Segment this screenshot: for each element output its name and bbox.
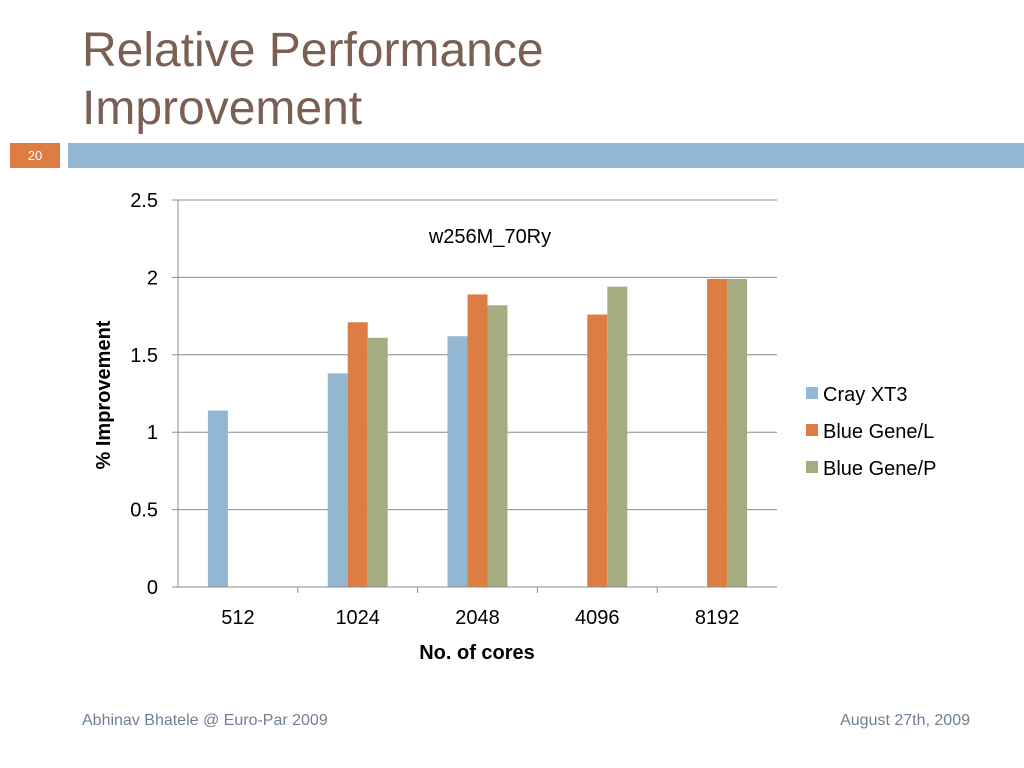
chart-title: w256M_70Ry (428, 226, 551, 248)
bar (607, 286, 628, 587)
bar (367, 337, 388, 587)
legend-label: Cray XT3 (823, 384, 907, 406)
x-tick-label: 4096 (575, 607, 620, 629)
axes: 0 0.5 1 1.5 2 2.5 512 1024 2048 4096 8192 (130, 190, 777, 629)
footer-date: August 27th, 2009 (840, 712, 970, 729)
footer-presenter: Abhinav Bhatele @ Euro-Par 2009 (82, 712, 328, 729)
x-tick-label: 2048 (455, 607, 500, 629)
y-tick-label: 2.5 (130, 190, 158, 212)
legend-swatch (806, 461, 818, 473)
bar (487, 305, 508, 587)
y-axis-title: % Improvement (93, 320, 115, 469)
y-tick-label: 0 (147, 577, 158, 599)
bar (347, 322, 368, 587)
slide-title-line-1: Relative Performance (82, 24, 544, 77)
y-tick-label: 0.5 (130, 500, 158, 522)
bar (327, 373, 348, 587)
x-tick-label: 1024 (335, 607, 380, 629)
legend-label: Blue Gene/P (823, 458, 936, 480)
x-axis-title: No. of cores (419, 642, 535, 664)
bar (207, 410, 228, 587)
title-accent-bar (68, 143, 1024, 168)
bar (707, 278, 728, 587)
bar (447, 336, 468, 587)
bar-chart: 0 0.5 1 1.5 2 2.5 512 1024 2048 4096 8192 w256M_70… (93, 190, 936, 664)
x-tick-label: 512 (221, 607, 254, 629)
bar (587, 314, 608, 587)
y-tick-label: 1 (147, 422, 158, 444)
bar (727, 278, 748, 587)
slide-title: Relative Performance Improvement (82, 22, 982, 138)
legend: Cray XT3 Blue Gene/L Blue Gene/P (806, 384, 936, 480)
legend-swatch (806, 424, 818, 436)
legend-swatch (806, 387, 818, 399)
slide-title-line-2: Improvement (82, 82, 363, 135)
legend-label: Blue Gene/L (823, 421, 934, 443)
bar (467, 294, 488, 587)
x-tick-label: 8192 (695, 607, 740, 629)
bars (207, 278, 748, 587)
y-tick-label: 2 (147, 267, 158, 289)
y-tick-label: 1.5 (130, 345, 158, 367)
slide-number: 20 (10, 143, 60, 168)
